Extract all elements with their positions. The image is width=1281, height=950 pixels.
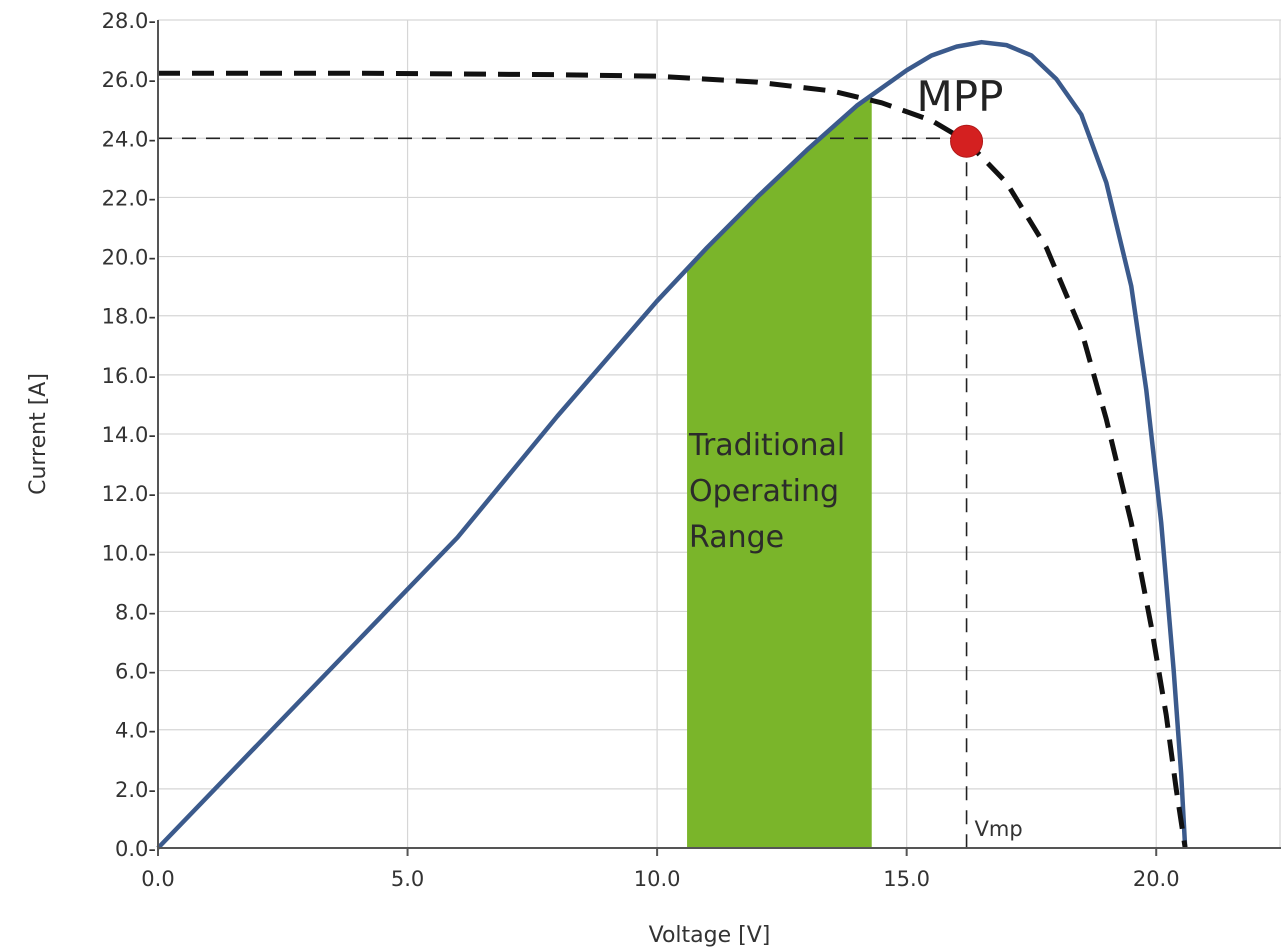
- y-tick-label-9: 18.0-: [102, 305, 156, 329]
- x-tick-label-2: 10.0: [634, 867, 681, 891]
- dashed-curve-line: [158, 70, 1188, 849]
- operating-range-label-line-0: Traditional: [688, 428, 845, 463]
- x-tick-label-0: 0.0: [141, 867, 174, 891]
- y-tick-label-12: 24.0-: [102, 127, 156, 151]
- x-axis-label: Voltage [V]: [649, 923, 771, 948]
- y-tick-label-6: 12.0-: [102, 482, 156, 506]
- y-tick-label-5: 10.0-: [102, 541, 156, 565]
- x-tick-label-3: 15.0: [883, 867, 930, 891]
- axes: 0.0 5.0 10.0 15.0 20.0 0.0- 2.0- 4.0- 6.0- 8.0- 10…: [102, 9, 1281, 891]
- y-tick-label-14: 28.0-: [102, 9, 156, 33]
- reference-lines: [158, 137, 968, 848]
- y-tick-label-3: 6.0-: [115, 660, 156, 684]
- y-tick-label-11: 22.0-: [102, 186, 156, 210]
- operating-range-label-line-1: Operating: [689, 474, 839, 509]
- operating-range-group: [687, 95, 872, 848]
- y-tick-label-2: 4.0-: [115, 719, 156, 743]
- y-tick-label-8: 16.0-: [102, 364, 156, 388]
- mpp-label: MPP: [917, 72, 1004, 121]
- mpp-group: [950, 124, 984, 158]
- vmp-label: Vmp: [975, 817, 1023, 841]
- traditional-operating-range: [687, 95, 872, 848]
- series-group: [156, 39, 1188, 850]
- y-tick-label-13: 26.0-: [102, 68, 156, 92]
- y-tick-label-10: 20.0-: [102, 246, 156, 270]
- mpp-point: [950, 124, 984, 158]
- x-tick-label-1: 5.0: [391, 867, 424, 891]
- text-labels: Voltage [V] Current [A] MPP Vmp Traditional O…: [26, 72, 1023, 948]
- y-tick-label-4: 8.0-: [115, 600, 156, 624]
- x-tick-label-4: 20.0: [1133, 867, 1180, 891]
- y-axis-label: Current [A]: [26, 373, 51, 495]
- solid-curve-line: [156, 39, 1188, 850]
- y-tick-label-1: 2.0-: [115, 778, 156, 802]
- operating-range-label-line-2: Range: [689, 520, 784, 555]
- y-tick-label-7: 14.0-: [102, 423, 156, 447]
- y-tick-label-0: 0.0-: [115, 837, 156, 861]
